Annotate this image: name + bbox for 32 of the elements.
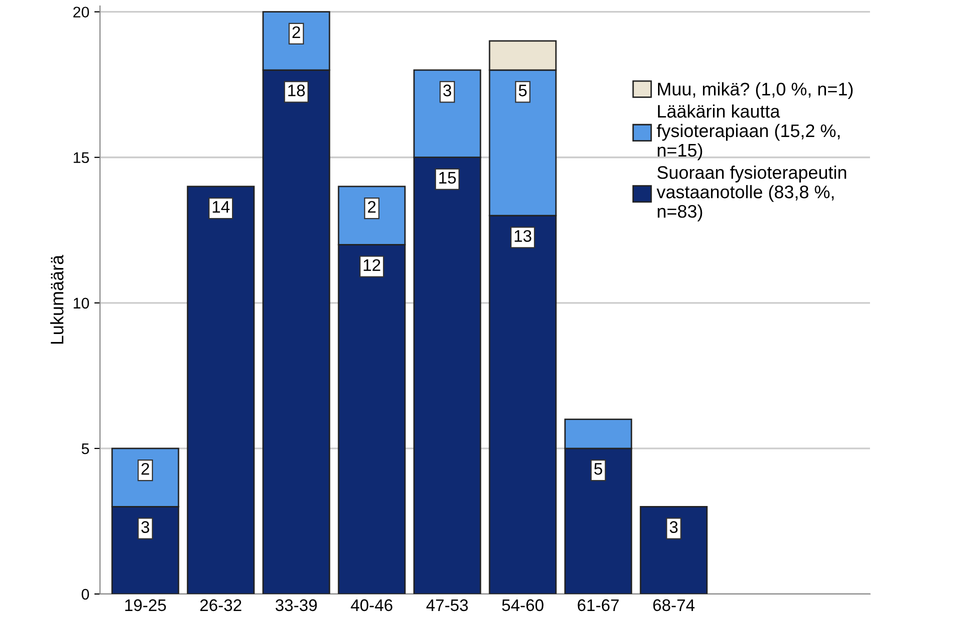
data-label: 3 xyxy=(443,84,452,96)
bar xyxy=(640,506,708,594)
bar xyxy=(186,186,255,594)
x-tick-label: 54-60 xyxy=(502,599,544,612)
y-tick-label: 10 xyxy=(74,298,89,309)
data-label: 2 xyxy=(368,200,376,213)
y-tick-label: 15 xyxy=(74,152,89,164)
x-tick-label: 47-53 xyxy=(426,599,468,612)
data-label: 5 xyxy=(594,463,602,475)
data-label: 13 xyxy=(514,230,532,242)
data-label: 2 xyxy=(292,26,300,38)
legend-label: Suoraan fysioterapeutin vastaanotolle (83,8 %, n=83) xyxy=(656,166,846,222)
data-label: 5 xyxy=(518,84,527,96)
y-tick-label: 5 xyxy=(82,443,89,454)
x-tick-label: 61-67 xyxy=(578,599,619,612)
data-label: 3 xyxy=(141,521,150,533)
y-tick-label: 0 xyxy=(82,588,89,600)
x-tick-label: 33-39 xyxy=(276,599,317,612)
data-label: 12 xyxy=(364,259,380,271)
y-tick-label: 20 xyxy=(73,6,89,18)
y-axis-title: Lukumäärä xyxy=(50,254,64,344)
legend-label: Lääkärin kautta fysioterapiaan (15,2 %, n=15) xyxy=(656,104,840,160)
data-label: 2 xyxy=(142,462,150,475)
x-tick-label: 40-46 xyxy=(350,599,392,612)
data-label: 15 xyxy=(439,172,456,184)
x-tick-label: 19-25 xyxy=(125,599,166,612)
data-label: 14 xyxy=(212,201,230,213)
x-tick-label: 68-74 xyxy=(653,599,695,612)
data-label: 3 xyxy=(670,521,678,533)
data-label: 18 xyxy=(288,84,305,96)
x-tick-label: 26-32 xyxy=(200,599,242,612)
legend-label: Muu, mikä? (1,0 %, n=1) xyxy=(658,82,853,100)
